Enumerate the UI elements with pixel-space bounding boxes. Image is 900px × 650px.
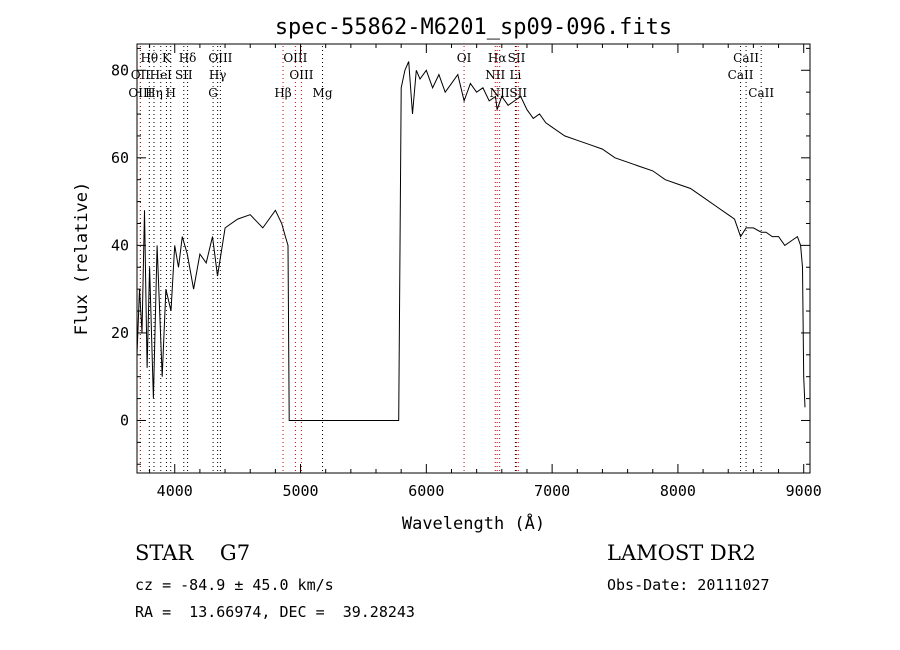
x-axis-label: Wavelength (Å) <box>402 512 545 534</box>
redshift-label: cz = -84.9 ± 45.0 km/s <box>135 576 334 594</box>
spectral-line-label: CaII <box>733 51 759 65</box>
y-tick-label: 0 <box>120 411 129 429</box>
chart-title: spec-55862-M6201_sp09-096.fits <box>275 15 672 40</box>
y-tick-label: 80 <box>111 61 129 79</box>
spectral-line-label: OIII <box>208 51 232 65</box>
spectral-line-label: OIII <box>289 68 313 82</box>
spectral-line-label: Hγ <box>209 68 227 82</box>
plot-frame <box>136 43 811 474</box>
spectral-line-label: CaII <box>748 86 774 100</box>
coordinates-label: RA = 13.66974, DEC = 39.28243 <box>135 603 415 621</box>
x-tick-label: 8000 <box>660 482 696 500</box>
x-tick-label: 6000 <box>408 482 444 500</box>
spectral-line-label: K <box>162 51 172 65</box>
spectral-line-label: NII <box>485 68 505 82</box>
spectral-line-label: Li <box>509 68 521 82</box>
y-tick-label: 40 <box>111 236 129 254</box>
spectral-line-label: CaII <box>728 68 754 82</box>
spectral-line-label: Hδ <box>179 51 197 65</box>
y-tick-label: 20 <box>111 324 129 342</box>
spectral-line-label: Hθ <box>140 51 158 65</box>
spectral-line-label: SII <box>175 68 193 82</box>
x-tick-label: 5000 <box>282 482 318 500</box>
spectral-line-label: SII <box>508 51 526 65</box>
y-axis-label: Flux (relative) <box>72 182 92 336</box>
spectral-line-label: OIII <box>283 51 307 65</box>
x-tick-label: 9000 <box>786 482 822 500</box>
spectral-line-label: OIII <box>128 86 152 100</box>
spectral-line-label: Mg <box>313 86 333 100</box>
obs-date-label: Obs-Date: 20111027 <box>607 576 770 594</box>
object-type-label: STAR G7 <box>135 541 251 565</box>
spectral-line-label: G <box>208 86 218 100</box>
spectrum-line <box>136 61 806 421</box>
x-tick-label: 7000 <box>534 482 570 500</box>
x-tick-label: 4000 <box>157 482 193 500</box>
y-tick-label: 60 <box>111 149 129 167</box>
spectral-line-label: H <box>165 86 175 100</box>
spectral-line-label: Hβ <box>274 86 291 100</box>
spectral-line-label: Hη <box>145 86 163 100</box>
spectral-line-label: OI <box>457 51 472 65</box>
survey-label: LAMOST DR2 <box>607 541 756 565</box>
spectral-line-label: SII <box>509 86 527 100</box>
spectral-line-label: Hα <box>488 51 507 65</box>
spectral-line-label: HeI <box>150 68 173 82</box>
